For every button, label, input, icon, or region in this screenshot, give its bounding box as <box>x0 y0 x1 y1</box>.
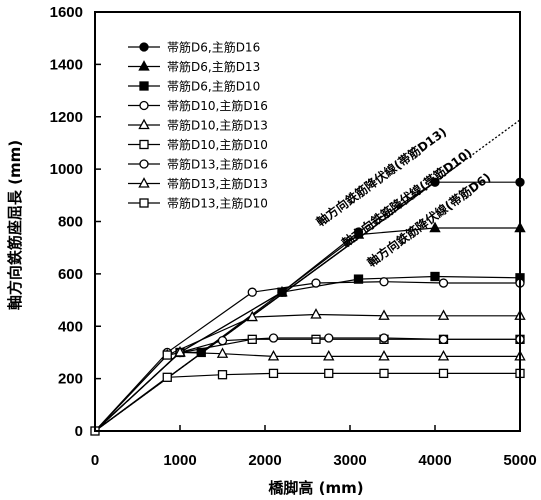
series-line <box>94 227 520 432</box>
series <box>94 177 525 432</box>
data-point <box>247 287 257 297</box>
data-point <box>162 372 172 382</box>
data-point <box>268 333 279 343</box>
data-point <box>139 81 149 91</box>
data-point <box>323 349 335 361</box>
data-point <box>379 333 389 343</box>
y-axis-label: 軸方向鉄筋座屈長 (mm) <box>6 140 24 310</box>
legend-entry: 帯筋D13,主筋D10 <box>128 196 268 211</box>
legend-label: 帯筋D10,主筋D10 <box>167 137 268 152</box>
data-point <box>438 334 449 344</box>
legend-entry: 帯筋D10,主筋D13 <box>128 118 268 133</box>
data-point <box>379 368 389 379</box>
legend-entry: 帯筋D6,主筋D16 <box>128 40 260 55</box>
plot-frame <box>94 11 521 432</box>
x-tick-label: 3000 <box>333 452 366 469</box>
series <box>94 346 526 432</box>
axes <box>94 11 521 432</box>
data-point <box>378 309 390 320</box>
data-point <box>437 349 450 361</box>
y-tick-label: 400 <box>58 318 83 335</box>
data-point <box>139 100 149 111</box>
data-point <box>139 42 149 52</box>
legend-label: 帯筋D10,主筋D13 <box>167 118 268 133</box>
data-point <box>437 309 450 320</box>
y-tick-label: 1600 <box>50 4 83 21</box>
series <box>94 271 525 432</box>
series <box>94 308 526 432</box>
series-line <box>94 351 520 432</box>
data-point <box>438 278 449 288</box>
series-line <box>94 372 520 432</box>
legend-label: 帯筋D6,主筋D13 <box>167 59 260 74</box>
data-point <box>352 228 365 239</box>
data-point <box>353 274 364 284</box>
legend-label: 帯筋D13,主筋D10 <box>167 196 268 211</box>
tick-labels: 0 1000 2000 3000 4000 5000 0 200 400 600 800 1000 12… <box>50 4 537 469</box>
x-tick-label: 2000 <box>248 452 281 469</box>
series <box>94 277 525 432</box>
y-tick-label: 800 <box>58 214 83 231</box>
x-tick-label: 4000 <box>418 452 451 469</box>
x-axis-label: 橋脚高 (mm) <box>268 479 363 497</box>
data-point <box>174 346 186 357</box>
data-point <box>216 347 229 358</box>
legend-entry: 帯筋D10,主筋D16 <box>128 98 268 113</box>
data-point <box>139 198 149 208</box>
data-point <box>379 277 389 287</box>
series <box>94 221 526 432</box>
data-point <box>268 368 279 379</box>
data-point <box>430 177 440 187</box>
data-point <box>162 350 172 360</box>
series-line <box>94 275 521 432</box>
y-tick-label: 1400 <box>50 56 83 73</box>
data-point <box>277 287 287 297</box>
data-point <box>310 308 322 319</box>
legend-entry: 帯筋D6,主筋D13 <box>128 59 260 74</box>
legend-entry: 帯筋D13,主筋D13 <box>128 176 268 191</box>
legend: 帯筋D6,主筋D16 帯筋D6,主筋D13 帯筋D6,主筋D10 帯筋D10,主筋D1… <box>128 40 268 211</box>
y-tick-label: 200 <box>58 371 83 388</box>
data-point <box>138 177 150 188</box>
data-point <box>217 370 228 380</box>
data-point <box>311 334 321 344</box>
series-layer <box>90 177 526 436</box>
data-point <box>438 368 449 379</box>
legend-label: 帯筋D13,主筋D13 <box>167 176 268 191</box>
data-point <box>267 349 280 361</box>
series <box>94 368 525 432</box>
legend-label: 帯筋D6,主筋D16 <box>167 40 260 55</box>
legend-entry: 帯筋D6,主筋D10 <box>128 79 260 94</box>
data-point <box>138 118 150 130</box>
legend-entry: 帯筋D13,主筋D16 <box>128 157 268 172</box>
y-tick-label: 0 <box>75 423 83 440</box>
series-line <box>94 181 520 432</box>
x-tick-label: 5000 <box>503 452 536 469</box>
x-tick-label: 0 <box>91 452 99 469</box>
data-point <box>378 349 390 361</box>
series-line <box>94 337 520 432</box>
data-point <box>324 333 334 343</box>
data-point <box>311 278 321 288</box>
legend-label: 帯筋D6,主筋D10 <box>167 79 260 94</box>
legend-label: 帯筋D13,主筋D16 <box>167 157 268 172</box>
data-point <box>139 159 149 169</box>
y-tick-label: 1200 <box>50 109 83 126</box>
y-tick-label: 1000 <box>50 161 83 178</box>
data-point <box>217 336 228 346</box>
data-point <box>430 271 440 282</box>
x-tick-label: 1000 <box>163 452 196 469</box>
y-tick-label: 600 <box>58 266 83 283</box>
data-point <box>246 310 258 322</box>
legend-entry: 帯筋D10,主筋D10 <box>128 137 268 152</box>
legend-label: 帯筋D10,主筋D16 <box>167 98 268 113</box>
data-point <box>139 139 149 150</box>
data-point <box>324 368 334 379</box>
data-point <box>138 60 150 71</box>
data-point <box>429 221 441 233</box>
